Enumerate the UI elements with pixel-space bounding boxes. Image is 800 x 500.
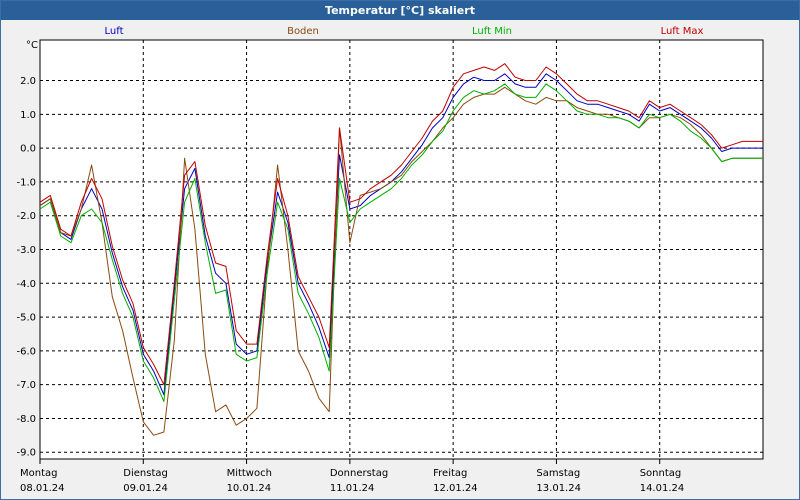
x-tick-day-label: Dienstag (123, 468, 168, 479)
legend-item: Luft Max (661, 26, 704, 37)
y-tick-label: 2.0 (20, 76, 36, 87)
y-tick-label: -7.0 (16, 380, 36, 391)
series-line (39, 63, 763, 386)
grid (40, 40, 763, 459)
x-tick-date-label: 14.01.24 (640, 483, 685, 494)
x-tick-date-label: 11.01.24 (330, 483, 375, 494)
x-tick-day-label: Freitag (433, 468, 467, 479)
x-tick-day-label: Samstag (536, 468, 580, 479)
y-axis: 2.0 1.0 0.0 -1.0 -2.0 -3.0 -4.0 -5.0 -6.0 -7.0 -8.… (16, 76, 36, 459)
x-tick-day-label: Sonntag (640, 468, 682, 479)
y-tick-label: -2.0 (16, 211, 36, 222)
x-tick-day-label: Montag (20, 468, 57, 479)
x-tick-date-label: 08.01.24 (20, 483, 65, 494)
x-tick-date-label: 12.01.24 (433, 483, 478, 494)
legend-item: Luft Min (472, 26, 512, 37)
series-line (39, 83, 763, 403)
x-tick-day-label: Mittwoch (227, 468, 272, 479)
chart-title: Temperatur [°C] skaliert (1, 1, 799, 20)
y-tick-label: -8.0 (16, 414, 36, 425)
series-line (39, 86, 763, 436)
x-tick-date-label: 13.01.24 (536, 483, 581, 494)
x-tick-day-label: Donnerstag (330, 468, 388, 479)
legend: Luft Boden Luft Min Luft Max (105, 26, 704, 37)
y-tick-label: -4.0 (16, 279, 36, 290)
y-tick-label: -6.0 (16, 346, 36, 357)
y-tick-label: 0.0 (20, 144, 36, 155)
y-tick-label: -5.0 (16, 313, 36, 324)
legend-item: Boden (287, 26, 319, 37)
y-tick-label: 1.0 (20, 110, 36, 121)
series-lines (39, 63, 763, 436)
y-axis-unit-label: °C (26, 40, 38, 51)
y-tick-label: -1.0 (16, 177, 36, 188)
x-tick-date-label: 09.01.24 (123, 483, 168, 494)
series-line (39, 73, 763, 396)
x-tick-date-label: 10.01.24 (227, 483, 272, 494)
x-axis: Montag 08.01.24 Dienstag 09.01.24 Mittwoch 10… (20, 459, 684, 494)
legend-item: Luft (105, 26, 124, 37)
y-tick-label: -3.0 (16, 245, 36, 256)
y-tick-label: -9.0 (16, 448, 36, 459)
